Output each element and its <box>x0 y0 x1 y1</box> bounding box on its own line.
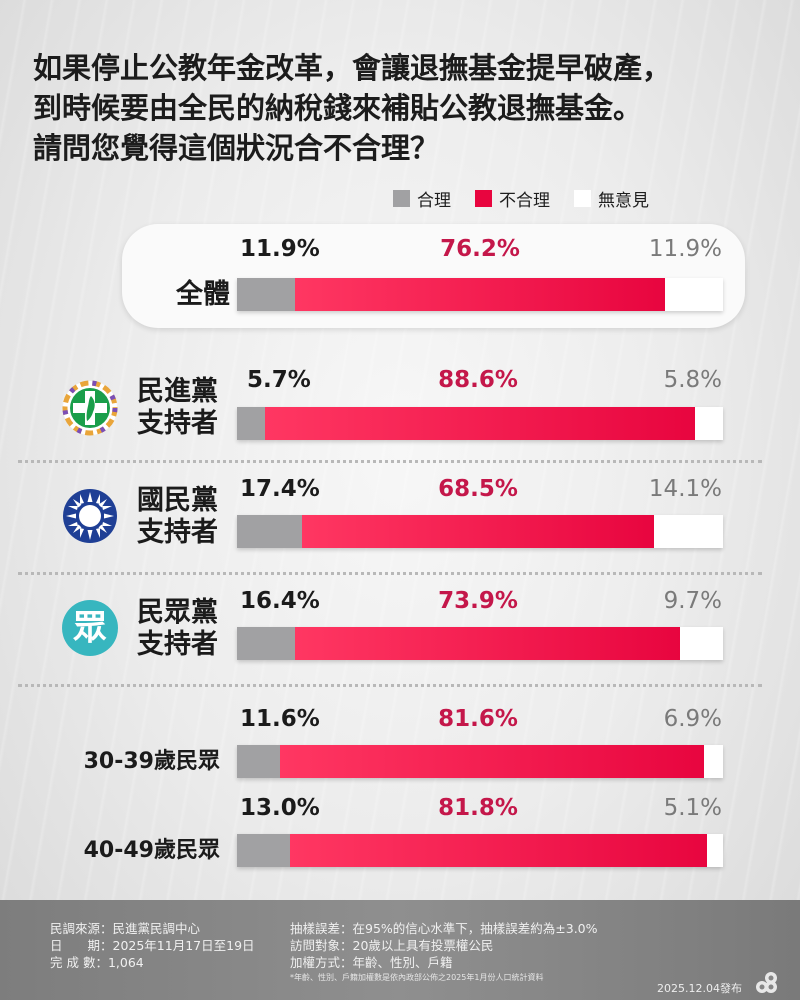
pct-agree: 16.4% <box>240 588 320 614</box>
pct-disagree: 88.6% <box>438 367 518 393</box>
pct-agree: 17.4% <box>240 476 320 502</box>
segment-disagree <box>289 834 707 867</box>
legend-item-no-opinion: 無意見 <box>574 186 649 211</box>
segment-disagree <box>294 278 666 311</box>
row-label: 40-49歲民眾 <box>83 838 220 863</box>
legend-item-agree: 合理 <box>393 186 451 211</box>
segment-agree <box>237 407 265 440</box>
legend-label-no-opinion: 無意見 <box>598 191 649 211</box>
tpp-logo-icon: 眾 <box>62 600 118 656</box>
dotted-divider <box>18 572 762 575</box>
dpp-poll-center-logo-icon <box>756 972 777 993</box>
legend-swatch-agree <box>393 190 410 207</box>
pct-no-opinion: 9.7% <box>663 588 722 614</box>
question-title: 如果停止公教年金改革，會讓退撫基金提早破產， 到時候要由全民的納稅錢來補貼公教退… <box>33 48 773 168</box>
segment-agree <box>237 627 295 660</box>
dotted-divider <box>18 684 762 687</box>
release-date: 2025.12.04發布 <box>657 982 742 995</box>
dotted-divider <box>18 460 762 463</box>
footer-methodology: 抽樣誤差：在95%的信心水準下，抽樣誤差約為±3.0% 訪問對象：20歲以上具有… <box>290 920 598 985</box>
segment-disagree <box>301 515 655 548</box>
pct-disagree: 76.2% <box>440 236 520 262</box>
segment-no-opinion <box>680 627 723 660</box>
title-line-3: 請問您覺得這個狀況合不合理？ <box>33 131 440 165</box>
pct-agree: 13.0% <box>240 795 320 821</box>
dpp-logo-icon <box>62 380 118 436</box>
row-label-line-1: 民進黨 <box>137 376 218 407</box>
legend-label-agree: 合理 <box>417 191 451 211</box>
footer: 民調來源：民進黨民調中心 日 期：2025年11月17日至19日 完 成 數：1… <box>0 900 800 1000</box>
weighting-method: 加權方式：年齡、性別、戶籍 <box>290 955 453 970</box>
segment-agree <box>237 515 302 548</box>
stacked-bar <box>237 745 723 778</box>
segment-disagree <box>294 627 681 660</box>
sampling-error: 抽樣誤差：在95%的信心水準下，抽樣誤差約為±3.0% <box>290 921 598 936</box>
segment-agree <box>237 834 290 867</box>
segment-no-opinion <box>695 407 723 440</box>
stacked-bar <box>237 515 723 548</box>
row-label-line-2: 支持者 <box>137 629 218 660</box>
row-label: 30-39歲民眾 <box>83 749 220 774</box>
stacked-bar <box>237 834 723 867</box>
pct-agree: 11.6% <box>240 706 320 732</box>
pct-no-opinion: 6.9% <box>663 706 722 732</box>
segment-no-opinion <box>654 515 723 548</box>
survey-date: 日 期：2025年11月17日至19日 <box>50 938 255 953</box>
row-label-line-2: 支持者 <box>137 408 218 439</box>
pct-disagree: 81.6% <box>438 706 518 732</box>
pct-no-opinion: 5.8% <box>663 367 722 393</box>
weighting-note: *年齡、性別、戶籍加權數是依內政部公佈之2025年1月份人口統計資料 <box>290 973 544 982</box>
pct-disagree: 68.5% <box>438 476 518 502</box>
stacked-bar <box>237 278 723 311</box>
legend-item-disagree: 不合理 <box>475 186 550 211</box>
row-label: 民進黨 支持者 <box>128 376 218 440</box>
pct-no-opinion: 5.1% <box>663 795 722 821</box>
row-label-line-1: 民眾黨 <box>137 597 218 628</box>
segment-no-opinion <box>704 745 723 778</box>
pct-no-opinion: 14.1% <box>648 476 722 502</box>
pct-agree: 11.9% <box>240 236 320 262</box>
row-label: 國民黨 支持者 <box>128 485 218 549</box>
segment-no-opinion <box>706 834 723 867</box>
segment-disagree <box>264 407 696 440</box>
title-line-2: 到時候要由全民的納稅錢來補貼公教退撫基金。 <box>33 91 643 125</box>
title-line-1: 如果停止公教年金改革，會讓退撫基金提早破產， <box>33 51 672 85</box>
segment-disagree <box>279 745 705 778</box>
kmt-logo-icon <box>63 489 117 543</box>
segment-agree <box>237 745 280 778</box>
legend: 合理 不合理 無意見 <box>393 186 673 211</box>
pct-no-opinion: 11.9% <box>648 236 722 262</box>
row-label-line-2: 支持者 <box>137 517 218 548</box>
segment-no-opinion <box>665 278 723 311</box>
legend-swatch-disagree <box>475 190 492 207</box>
segment-agree <box>237 278 295 311</box>
pct-disagree: 73.9% <box>438 588 518 614</box>
row-label-line-1: 國民黨 <box>137 485 218 516</box>
survey-target: 訪問對象：20歲以上具有投票權公民 <box>290 938 494 953</box>
footer-survey-info: 民調來源：民進黨民調中心 日 期：2025年11月17日至19日 完 成 數：1… <box>50 920 255 971</box>
stacked-bar <box>237 407 723 440</box>
survey-source: 民調來源：民進黨民調中心 <box>50 921 201 936</box>
sample-size: 完 成 數：1,064 <box>50 955 144 970</box>
legend-label-disagree: 不合理 <box>499 191 550 211</box>
pct-disagree: 81.8% <box>438 795 518 821</box>
row-label: 民眾黨 支持者 <box>128 597 218 661</box>
pct-agree: 5.7% <box>247 367 311 393</box>
stacked-bar <box>237 627 723 660</box>
legend-swatch-no-opinion <box>574 190 591 207</box>
row-label: 全體 <box>176 279 230 310</box>
